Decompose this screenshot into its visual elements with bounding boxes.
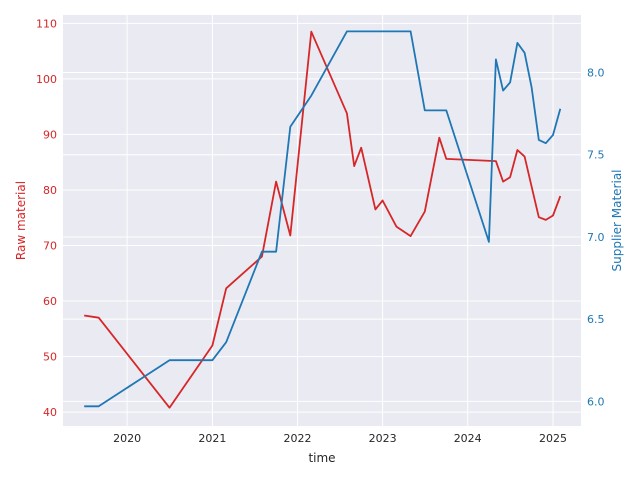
x-tick-label: 2022 (284, 432, 312, 445)
left-y-tick-label: 60 (43, 295, 57, 308)
right-y-axis-label: Supplier Material (610, 169, 624, 271)
x-tick-label: 2025 (539, 432, 567, 445)
left-y-tick-label: 50 (43, 351, 57, 364)
x-tick-label: 2020 (113, 432, 141, 445)
left-y-tick-label: 90 (43, 128, 57, 141)
right-y-tick-label: 7.5 (587, 149, 605, 162)
x-tick-labels: 2020 2021 2022 2023 2024 2025 (113, 432, 567, 445)
left-y-tick-label: 80 (43, 184, 57, 197)
supplier-material-line (84, 30, 562, 408)
raw-material-line (84, 30, 562, 409)
x-tick-label: 2024 (454, 432, 482, 445)
left-y-axis-label: Raw material (14, 181, 28, 260)
x-tick-label: 2023 (369, 432, 397, 445)
series-lines (84, 30, 562, 409)
left-y-tick-label: 70 (43, 239, 57, 252)
left-y-tick-label: 40 (43, 406, 57, 419)
right-y-tick-label: 7.0 (587, 231, 605, 244)
right-y-tick-label: 6.0 (587, 395, 605, 408)
x-axis-label: time (308, 451, 335, 465)
left-y-tick-label: 110 (36, 17, 57, 30)
right-y-tick-label: 6.5 (587, 313, 605, 326)
x-tick-label: 2021 (198, 432, 226, 445)
right-y-tick-label: 8.0 (587, 67, 605, 80)
left-y-tick-label: 100 (36, 73, 57, 86)
right-y-tick-labels: 6.0 6.5 7.0 7.5 8.0 (587, 67, 605, 409)
left-y-tick-labels: 40 50 60 70 80 90 100 110 (36, 17, 57, 419)
